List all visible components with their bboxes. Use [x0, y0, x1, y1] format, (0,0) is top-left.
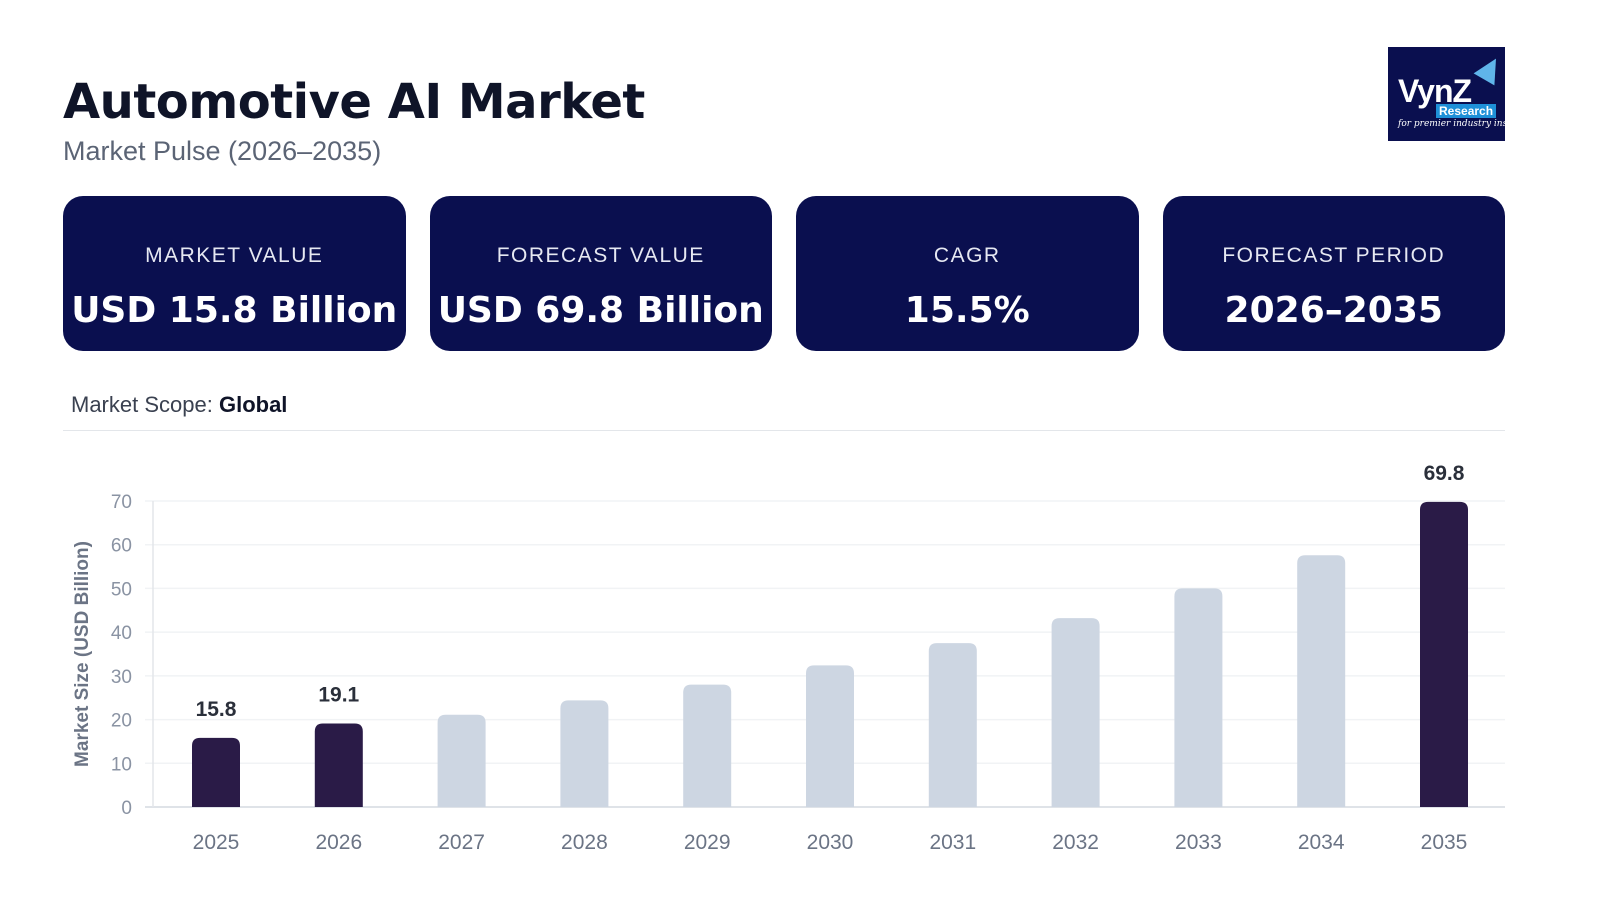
vynz-logo: VynZ Research for premier industry insig… [1388, 47, 1530, 141]
card-label: FORECAST PERIOD [1222, 244, 1446, 267]
x-tick-label: 2034 [1298, 831, 1345, 854]
bar-2027 [437, 714, 486, 807]
logo-text: VynZ [1398, 73, 1472, 109]
x-tick-label: 2030 [807, 831, 854, 854]
x-tick-label: 2029 [684, 831, 731, 854]
kpi-cards: MARKET VALUE USD 15.8 Billion FORECAST VA… [63, 196, 1505, 351]
y-tick-label: 60 [111, 536, 132, 557]
bar-2033 [1174, 588, 1223, 807]
logo-tagline: for premier industry insights [1398, 119, 1530, 129]
x-tick-label: 2035 [1421, 831, 1468, 854]
card-label: MARKET VALUE [145, 244, 324, 267]
data-label: 19.1 [318, 684, 359, 707]
x-tick-label: 2028 [561, 831, 608, 854]
scope-value: Global [218, 392, 288, 417]
card-value: USD 69.8 Billion [437, 290, 764, 331]
card-cagr: CAGR 15.5% [796, 196, 1139, 351]
y-tick-label: 30 [111, 667, 132, 688]
bar-2026 [314, 723, 363, 807]
y-tick-label: 50 [111, 579, 132, 600]
divider [63, 430, 1505, 431]
scope-label: Market Scope: [71, 392, 213, 417]
x-tick-label: 2033 [1175, 831, 1222, 854]
y-axis-label: Market Size (USD Billion) [72, 541, 93, 767]
card-market-value: MARKET VALUE USD 15.8 Billion [63, 196, 406, 351]
y-tick-label: 10 [111, 754, 132, 775]
bar-2032 [1051, 618, 1100, 807]
page-title: Automotive AI Market [63, 74, 645, 130]
card-value: 2026–2035 [1224, 290, 1443, 331]
card-label: CAGR [933, 244, 1001, 267]
y-tick-label: 70 [111, 492, 132, 513]
bar-2030 [806, 665, 854, 807]
bar-2029 [683, 684, 732, 807]
bar-2025 [192, 737, 240, 807]
bar-2028 [560, 700, 609, 807]
page-subtitle: Market Pulse (2026–2035) [63, 136, 382, 166]
y-tick-label: 0 [121, 798, 132, 819]
card-label: FORECAST VALUE [496, 244, 705, 267]
data-label: 15.8 [196, 698, 237, 721]
card-value: 15.5% [904, 290, 1030, 331]
x-tick-label: 2026 [315, 831, 362, 854]
x-tick-label: 2031 [929, 831, 976, 854]
market-scope: Market Scope: Global [71, 392, 287, 418]
card-forecast-period: FORECAST PERIOD 2026–2035 [1162, 196, 1505, 351]
bar-2031 [928, 643, 977, 807]
logo-sub: Research [1436, 104, 1497, 118]
card-value: USD 15.8 Billion [71, 290, 398, 331]
x-tick-label: 2027 [438, 831, 485, 854]
card-forecast-value: FORECAST VALUE USD 69.8 Billion [429, 196, 772, 351]
data-label: 69.8 [1424, 462, 1465, 485]
bar-2034 [1297, 555, 1346, 807]
y-tick-label: 40 [111, 623, 132, 644]
bar-2035 [1420, 501, 1468, 807]
y-tick-label: 20 [111, 711, 132, 732]
x-tick-label: 2025 [193, 831, 240, 854]
x-tick-label: 2032 [1052, 831, 1099, 854]
